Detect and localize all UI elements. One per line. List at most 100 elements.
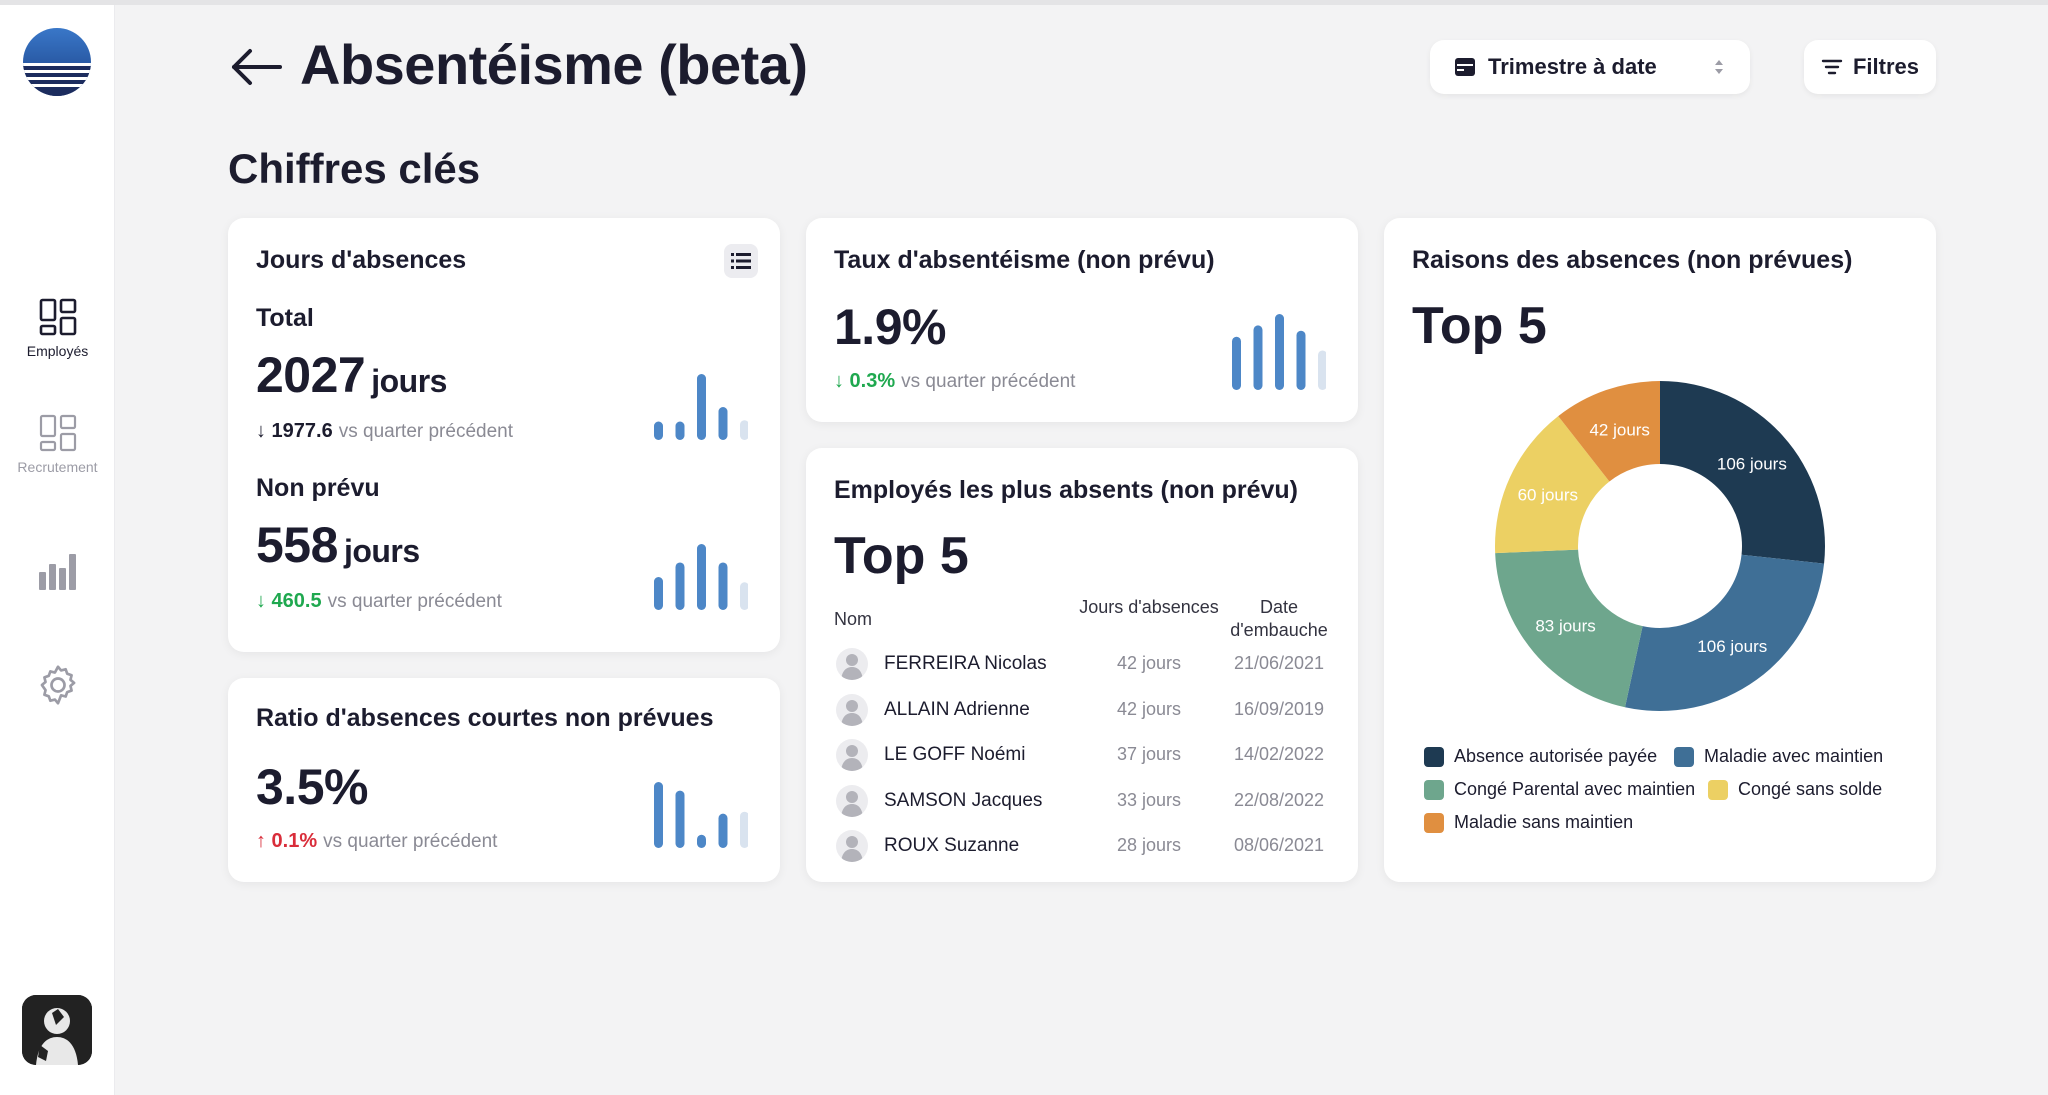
- total-comparison-text: vs quarter précédent: [338, 421, 513, 442]
- total-sparkline: [654, 374, 748, 440]
- donut-slice[interactable]: [1558, 381, 1660, 482]
- sparkline-bar: [697, 544, 706, 610]
- user-placeholder-icon: [841, 791, 863, 817]
- legend-item: Congé sans solde: [1708, 779, 1882, 800]
- legend-item: Maladie sans maintien: [1424, 812, 1633, 833]
- sparkline-bar: [697, 834, 706, 848]
- employee-hire-date: 16/09/2019: [1233, 699, 1325, 719]
- table-row[interactable]: FERREIRA Nicolas 42 jours 21/06/2021: [834, 644, 1334, 684]
- card-title: Ratio d'absences courtes non prévues: [256, 704, 714, 732]
- employee-hire-date: 14/02/2022: [1233, 744, 1325, 764]
- employee-name: ROUX Suzanne: [884, 835, 1020, 856]
- rate-delta: ↓ 0.3%: [834, 370, 896, 392]
- card-title: Jours d'absences: [256, 246, 467, 274]
- column-header-days: Jours d'absences: [1079, 597, 1219, 617]
- unplanned-label: Non prévu: [256, 474, 380, 502]
- employee-hire-date: 21/06/2021: [1233, 653, 1325, 673]
- short-ratio-delta: ↑ 0.1%: [256, 830, 318, 852]
- avatar: [836, 648, 868, 680]
- donut-slice[interactable]: [1660, 381, 1825, 564]
- card-title: Employés les plus absents (non prévu): [834, 476, 1299, 504]
- calendar-icon: [1455, 58, 1475, 76]
- total-comparison: ↓ 1977.6 vs quarter précédent: [256, 420, 513, 443]
- filters-button[interactable]: Filtres: [1804, 40, 1936, 94]
- sparkline-bar: [654, 782, 663, 848]
- top-border: [0, 0, 2048, 5]
- legend-item: Absence autorisée payée: [1424, 746, 1657, 767]
- unplanned-comparison: ↓ 460.5 vs quarter précédent: [256, 590, 502, 613]
- sparkline-bar: [1296, 330, 1306, 390]
- user-placeholder-icon: [841, 745, 863, 771]
- legend-swatch: [1424, 812, 1444, 833]
- table-row[interactable]: ALLAIN Adrienne 42 jours 16/09/2019: [834, 690, 1334, 730]
- unplanned-value: 558 jours: [256, 516, 420, 574]
- sparkline-bar: [675, 421, 685, 440]
- employee-name: ALLAIN Adrienne: [884, 699, 1030, 720]
- total-number: 2027: [256, 347, 366, 403]
- rate-sparkline: [1232, 314, 1326, 390]
- donut-slice[interactable]: [1495, 416, 1610, 554]
- avatar: [836, 830, 868, 862]
- sidebar-item-label: Employés: [26, 343, 89, 359]
- legend-item: Congé Parental avec maintien: [1424, 779, 1695, 800]
- employee-hire-date: 08/06/2021: [1233, 835, 1325, 855]
- short-absence-ratio-card: Ratio d'absences courtes non prévues 3.5…: [228, 678, 780, 882]
- unplanned-sparkline: [654, 544, 748, 610]
- period-select[interactable]: Trimestre à date: [1430, 40, 1750, 94]
- sparkline-bar: [740, 582, 748, 610]
- filter-icon: [1821, 59, 1843, 75]
- absence-reasons-card: Raisons des absences (non prévues) Top 5…: [1384, 218, 1936, 882]
- sidebar-item-settings[interactable]: [0, 662, 115, 708]
- sidebar: Employés Recrutement: [0, 5, 115, 1095]
- list-icon: [731, 253, 751, 269]
- employee-days: 28 jours: [1116, 835, 1182, 855]
- employee-name: SAMSON Jacques: [884, 790, 1043, 811]
- legend-swatch: [1424, 779, 1444, 800]
- donut-data-label: 60 jours: [1518, 485, 1578, 504]
- back-button[interactable]: [228, 40, 284, 96]
- sparkline-bar: [718, 813, 728, 848]
- list-view-button[interactable]: [724, 244, 758, 278]
- sparkline-bar: [697, 374, 706, 440]
- table-row[interactable]: LE GOFF Noémi 37 jours 14/02/2022: [834, 735, 1334, 775]
- table-row[interactable]: SAMSON Jacques 33 jours 22/08/2022: [834, 781, 1334, 821]
- sparkline-bar: [1232, 336, 1241, 390]
- top5-label: Top 5: [1412, 297, 1547, 355]
- sparkline-bar: [675, 562, 685, 610]
- company-logo-icon[interactable]: [22, 27, 92, 97]
- unplanned-comparison-text: vs quarter précédent: [327, 591, 502, 612]
- sparkline-bar: [1253, 325, 1263, 390]
- select-arrows-icon: [1715, 60, 1723, 74]
- sparkline-bar: [718, 407, 728, 440]
- employee-name: FERREIRA Nicolas: [884, 653, 1047, 674]
- sidebar-item-recrutement[interactable]: Recrutement: [0, 413, 115, 475]
- unplanned-unit: jours: [343, 533, 420, 569]
- user-placeholder-icon: [841, 836, 863, 862]
- avatar: [836, 694, 868, 726]
- employee-days: 33 jours: [1116, 790, 1182, 810]
- employee-days: 42 jours: [1116, 653, 1182, 673]
- short-ratio-comparison-text: vs quarter précédent: [323, 831, 498, 852]
- employee-days: 42 jours: [1116, 699, 1182, 719]
- table-row[interactable]: ROUX Suzanne 28 jours 08/06/2021: [834, 826, 1334, 866]
- period-select-value: Trimestre à date: [1488, 54, 1657, 79]
- donut-data-label: 42 jours: [1589, 420, 1649, 439]
- rate-comparison-text: vs quarter précédent: [901, 371, 1076, 392]
- card-title: Taux d'absentéisme (non prévu): [834, 246, 1215, 274]
- sidebar-item-analytics[interactable]: [0, 550, 115, 592]
- total-unit: jours: [371, 363, 447, 399]
- user-avatar[interactable]: [22, 995, 92, 1065]
- sparkline-bar: [675, 790, 685, 848]
- short-ratio-value: 3.5%: [256, 759, 368, 815]
- employee-name: LE GOFF Noémi: [884, 744, 1026, 765]
- sidebar-item-label: Recrutement: [17, 459, 98, 475]
- avatar: [836, 739, 868, 771]
- rate-comparison: ↓ 0.3% vs quarter précédent: [834, 370, 1075, 393]
- user-placeholder-icon: [841, 700, 863, 726]
- donut-slice[interactable]: [1625, 554, 1825, 711]
- sparkline-bar: [740, 420, 748, 440]
- absence-days-card: Jours d'absences Total 2027 jours ↓ 1977.…: [228, 218, 780, 652]
- arrow-left-icon: [232, 49, 282, 85]
- donut-slice[interactable]: [1495, 549, 1643, 708]
- sidebar-item-employes[interactable]: Employés: [0, 297, 115, 359]
